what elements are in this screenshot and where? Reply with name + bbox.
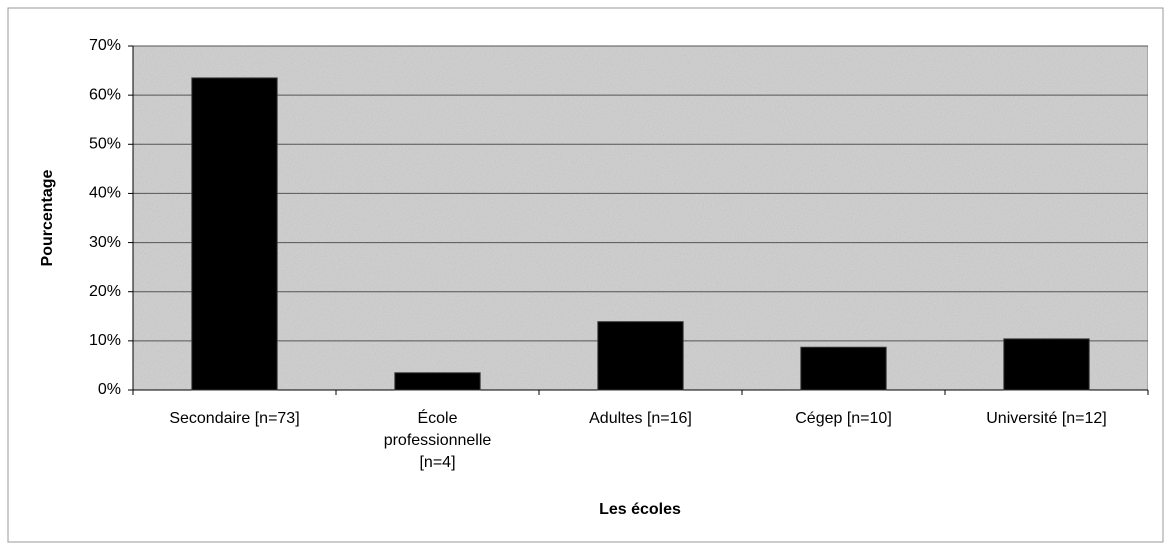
y-tick-label: 50% [89, 136, 121, 153]
y-tick-label: 60% [89, 86, 121, 103]
x-axis-title: Les écoles [599, 501, 681, 518]
x-tick-label: Cégep [n=10] [795, 410, 892, 427]
x-tick-label: Secondaire [n=73] [169, 410, 300, 427]
x-tick-label-box: École professionnelle [n=4] [383, 410, 492, 471]
x-tick-label-box: Cégep [n=10] [795, 410, 892, 427]
x-tick-label: Université [n=12] [986, 410, 1107, 427]
x-tick-label-box: Adultes [n=16] [589, 410, 692, 427]
y-tick-label: 30% [89, 234, 121, 251]
y-tick-label: 10% [89, 332, 121, 349]
x-tick-label-box: Secondaire [n=73] [169, 410, 300, 427]
y-tick-label: 20% [89, 283, 121, 300]
x-tick-label: Adultes [n=16] [589, 410, 692, 427]
y-tick-label: 70% [89, 37, 121, 54]
bar [1003, 338, 1090, 391]
y-tick-label: 40% [89, 185, 121, 202]
bar [597, 321, 684, 391]
bar [191, 77, 278, 391]
bar [394, 372, 481, 391]
x-tick-label-box: Université [n=12] [986, 410, 1107, 427]
y-axis-title: Pourcentage [39, 169, 56, 266]
bar [800, 346, 887, 391]
x-tick-label: École professionnelle [n=4] [383, 410, 492, 471]
y-tick-label: 0% [98, 381, 121, 398]
